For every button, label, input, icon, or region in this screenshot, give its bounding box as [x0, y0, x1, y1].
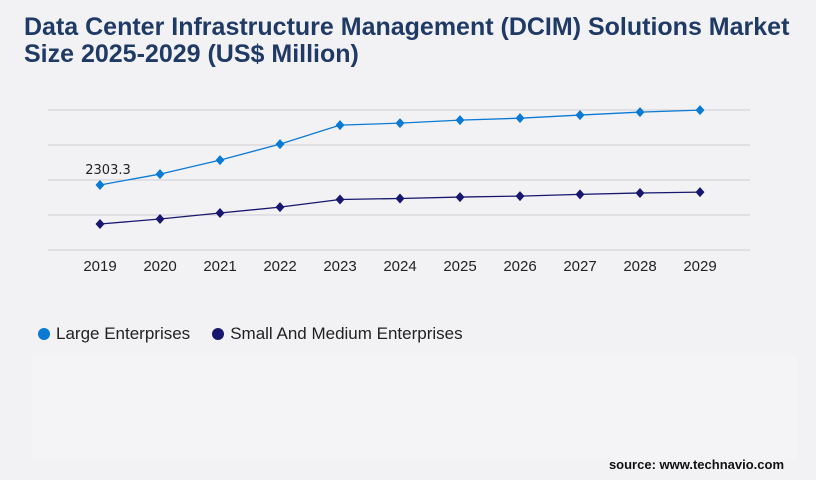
- x-tick-label: 2028: [623, 258, 656, 275]
- x-tick-label: 2025: [443, 258, 476, 275]
- data-point: [695, 105, 705, 116]
- chart-title: Data Center Infrastructure Management (D…: [24, 13, 790, 68]
- data-point: [275, 139, 285, 150]
- x-tick-label: 2022: [263, 258, 296, 275]
- x-tick-label: 2020: [143, 258, 176, 275]
- legend-panel: [32, 355, 797, 460]
- x-tick-label: 2027: [563, 258, 596, 275]
- legend-item-large[interactable]: Large Enterprises: [38, 324, 190, 344]
- x-tick-label: 2019: [83, 258, 116, 275]
- data-point: [515, 191, 525, 202]
- x-tick-label: 2024: [383, 258, 416, 275]
- x-tick-label: 2029: [683, 258, 716, 275]
- data-point: [335, 120, 345, 131]
- data-point: [515, 113, 525, 124]
- line-chart: 2019 2020 2021 2022 2023 2024 2025 2026 2027 2028…: [48, 105, 750, 275]
- data-point: [575, 189, 585, 200]
- legend-label: Large Enterprises: [56, 324, 191, 343]
- data-point: [455, 115, 465, 126]
- data-point: [455, 192, 465, 203]
- data-point: [575, 110, 585, 121]
- data-point: [155, 169, 165, 180]
- x-tick-label: 2026: [503, 258, 536, 275]
- data-point: [695, 187, 705, 198]
- x-tick-label: 2023: [323, 258, 356, 275]
- legend-marker-icon: [38, 328, 50, 340]
- data-point: [155, 214, 165, 225]
- data-point: [275, 202, 285, 213]
- data-point: [635, 187, 645, 198]
- data-point: [95, 219, 105, 230]
- x-tick-label: 2021: [203, 258, 236, 275]
- data-point: [215, 208, 225, 219]
- data-label: 2303.3: [85, 163, 131, 178]
- data-point: [395, 193, 405, 204]
- legend-label: Small And Medium Enterprises: [230, 324, 463, 343]
- data-point: [395, 118, 405, 129]
- legend-marker-icon: [212, 328, 225, 340]
- legend-item-sme[interactable]: Small And Medium Enterprises: [212, 324, 463, 344]
- data-point: [215, 155, 225, 166]
- data-point: [635, 107, 645, 118]
- data-point: [335, 194, 345, 205]
- source-text: source: www.technavio.com: [608, 457, 784, 472]
- data-point: [95, 179, 105, 190]
- legend: Large Enterprises Small And Medium Enter…: [38, 324, 463, 344]
